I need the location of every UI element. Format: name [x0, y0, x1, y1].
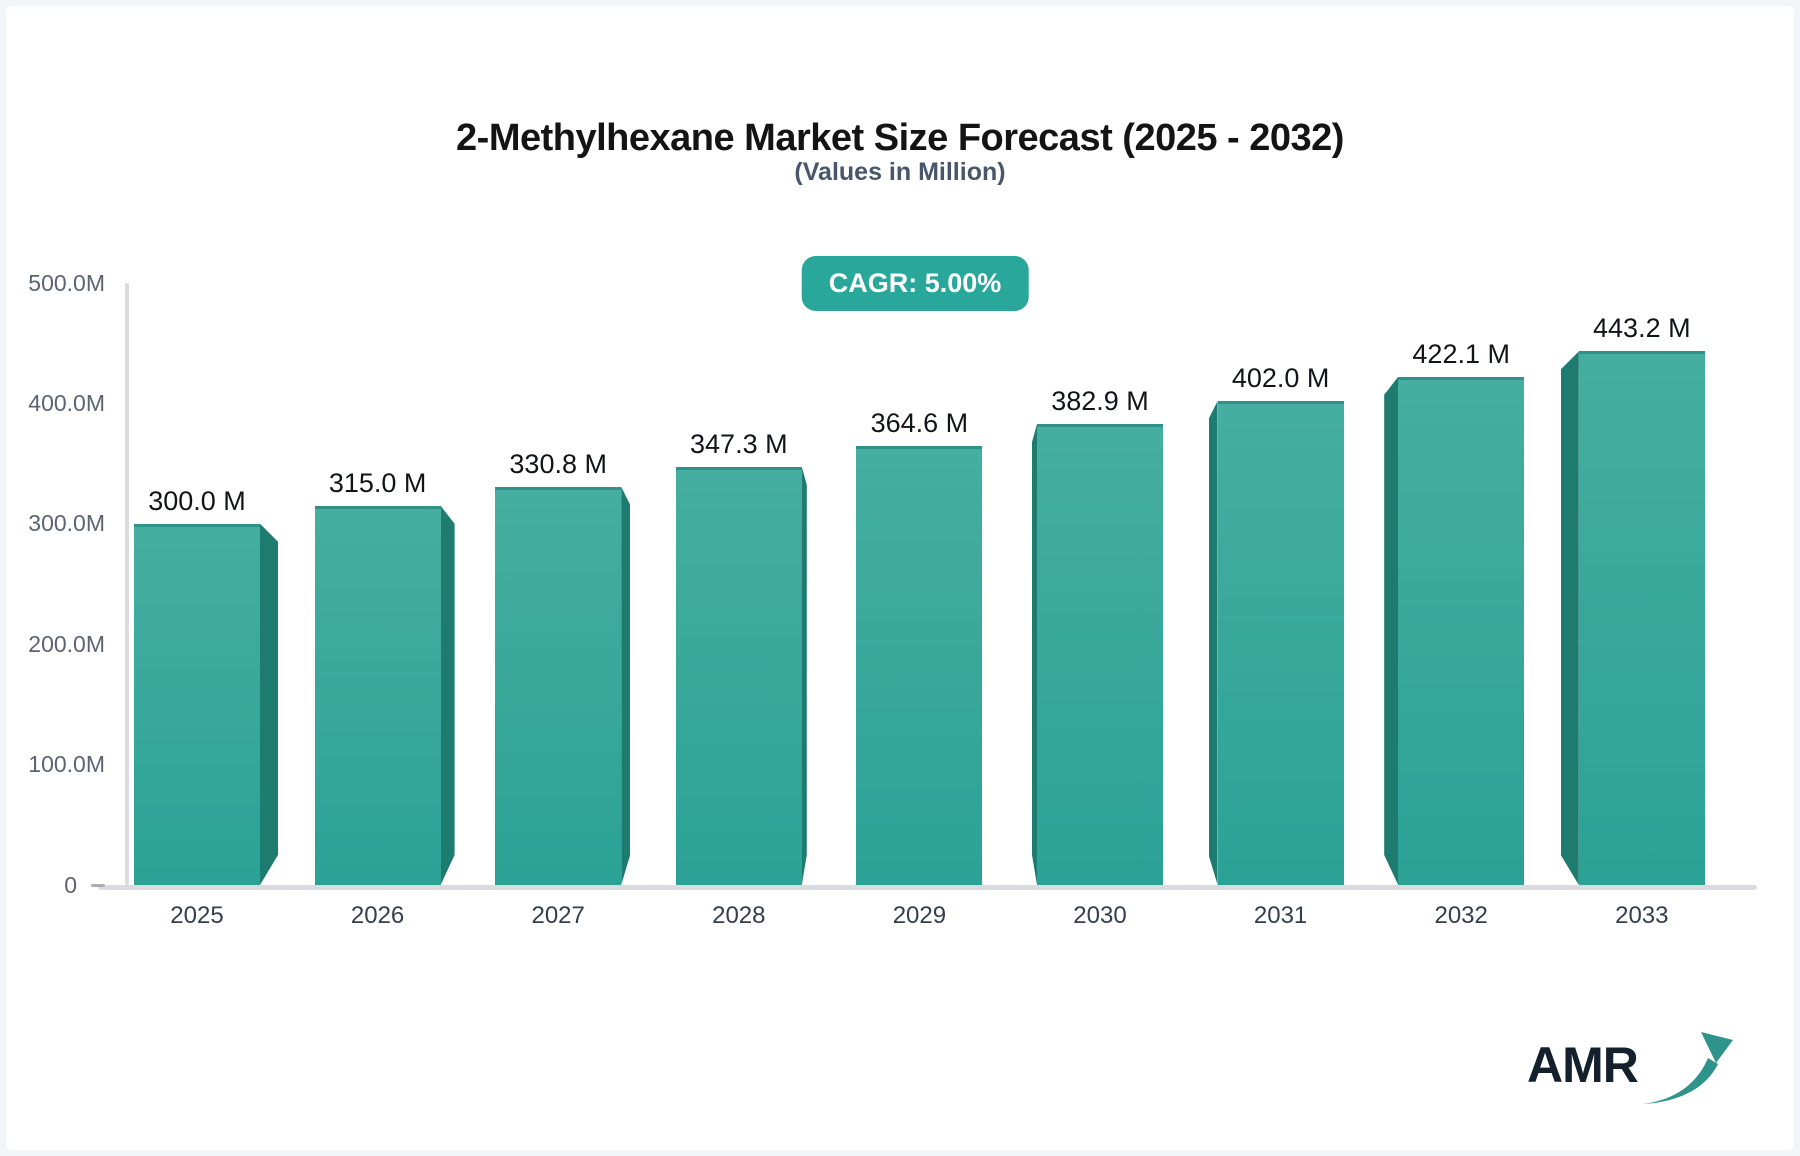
bar-value-label: 364.6 M: [870, 408, 969, 439]
bar-value-label: 382.9 M: [1051, 385, 1149, 416]
page-title: 2-Methylhexane Market Size Forecast (202…: [456, 117, 1344, 160]
bar-2027: [495, 486, 622, 885]
bar-2029: [856, 446, 983, 885]
y-axis-tick-text: 400.0M: [28, 389, 105, 416]
y-axis-tick-label: 300.0M: [0, 509, 105, 539]
bar-value-label: 347.3 M: [690, 428, 788, 459]
bar-value-label: 443.2 M: [1593, 313, 1691, 344]
bar-value-label: 422.1 M: [1412, 338, 1510, 369]
page-subtitle: (Values in Million): [794, 158, 1006, 186]
y-axis-tick-text: 0: [64, 871, 77, 898]
y-axis-tick-text: 200.0M: [28, 630, 105, 657]
y-axis-tick-label: 0: [0, 870, 105, 900]
y-axis-tick-label: 200.0M: [0, 629, 105, 659]
y-axis-tick-label: 100.0M: [0, 750, 105, 780]
x-axis-line: [98, 885, 1757, 890]
bar-2031: [1217, 400, 1344, 885]
cagr-badge: CAGR: 5.00%: [801, 256, 1029, 311]
x-axis-label-2026: 2026: [350, 902, 405, 929]
x-axis-label-2028: 2028: [712, 902, 766, 929]
bar-side-3d: [1032, 424, 1037, 885]
bar-side-3d: [802, 467, 807, 885]
y-axis-tick-text: 500.0M: [28, 269, 105, 296]
bar-value-label: 315.0 M: [328, 467, 427, 498]
x-axis-label-2027: 2027: [531, 902, 585, 929]
bar-value-label: 402.0 M: [1231, 362, 1330, 393]
y-axis-tick-label: 500.0M: [0, 268, 105, 298]
bar-side-3d: [1384, 377, 1398, 885]
bar-2030: [1037, 423, 1163, 885]
y-axis-tick-text: 300.0M: [28, 510, 105, 537]
bar-2025: [134, 523, 260, 885]
growth-arrow-icon: [1643, 1032, 1733, 1104]
bar-2026: [314, 505, 441, 885]
bar-value-label: 330.8 M: [509, 448, 607, 479]
x-axis-label-2025: 2025: [170, 902, 224, 929]
bar-2033: [1578, 351, 1705, 885]
brand-logo-text: AMR: [1527, 1037, 1639, 1093]
y-axis-tick-label: 400.0M: [0, 388, 105, 418]
x-axis-label-2032: 2032: [1434, 902, 1488, 929]
bar-2032: [1398, 376, 1525, 885]
bar-side-3d: [1561, 351, 1579, 885]
brand-logo: AMR: [1527, 1028, 1757, 1118]
bar-side-3d: [441, 506, 455, 885]
bar-side-3d: [1209, 401, 1218, 885]
bar-2028: [675, 466, 802, 885]
y-axis-line: [125, 283, 129, 885]
y-axis-tick-text: 100.0M: [28, 751, 105, 778]
x-axis-label-2029: 2029: [892, 902, 947, 929]
x-axis-label-2033: 2033: [1615, 902, 1669, 929]
x-axis-label-2030: 2030: [1073, 902, 1127, 929]
bar-side-3d: [260, 524, 278, 885]
bar-value-label: 300.0 M: [148, 485, 246, 516]
x-axis-label-2031: 2031: [1253, 902, 1308, 929]
bar-side-3d: [621, 487, 630, 885]
zero-tick-dash: [91, 883, 105, 887]
